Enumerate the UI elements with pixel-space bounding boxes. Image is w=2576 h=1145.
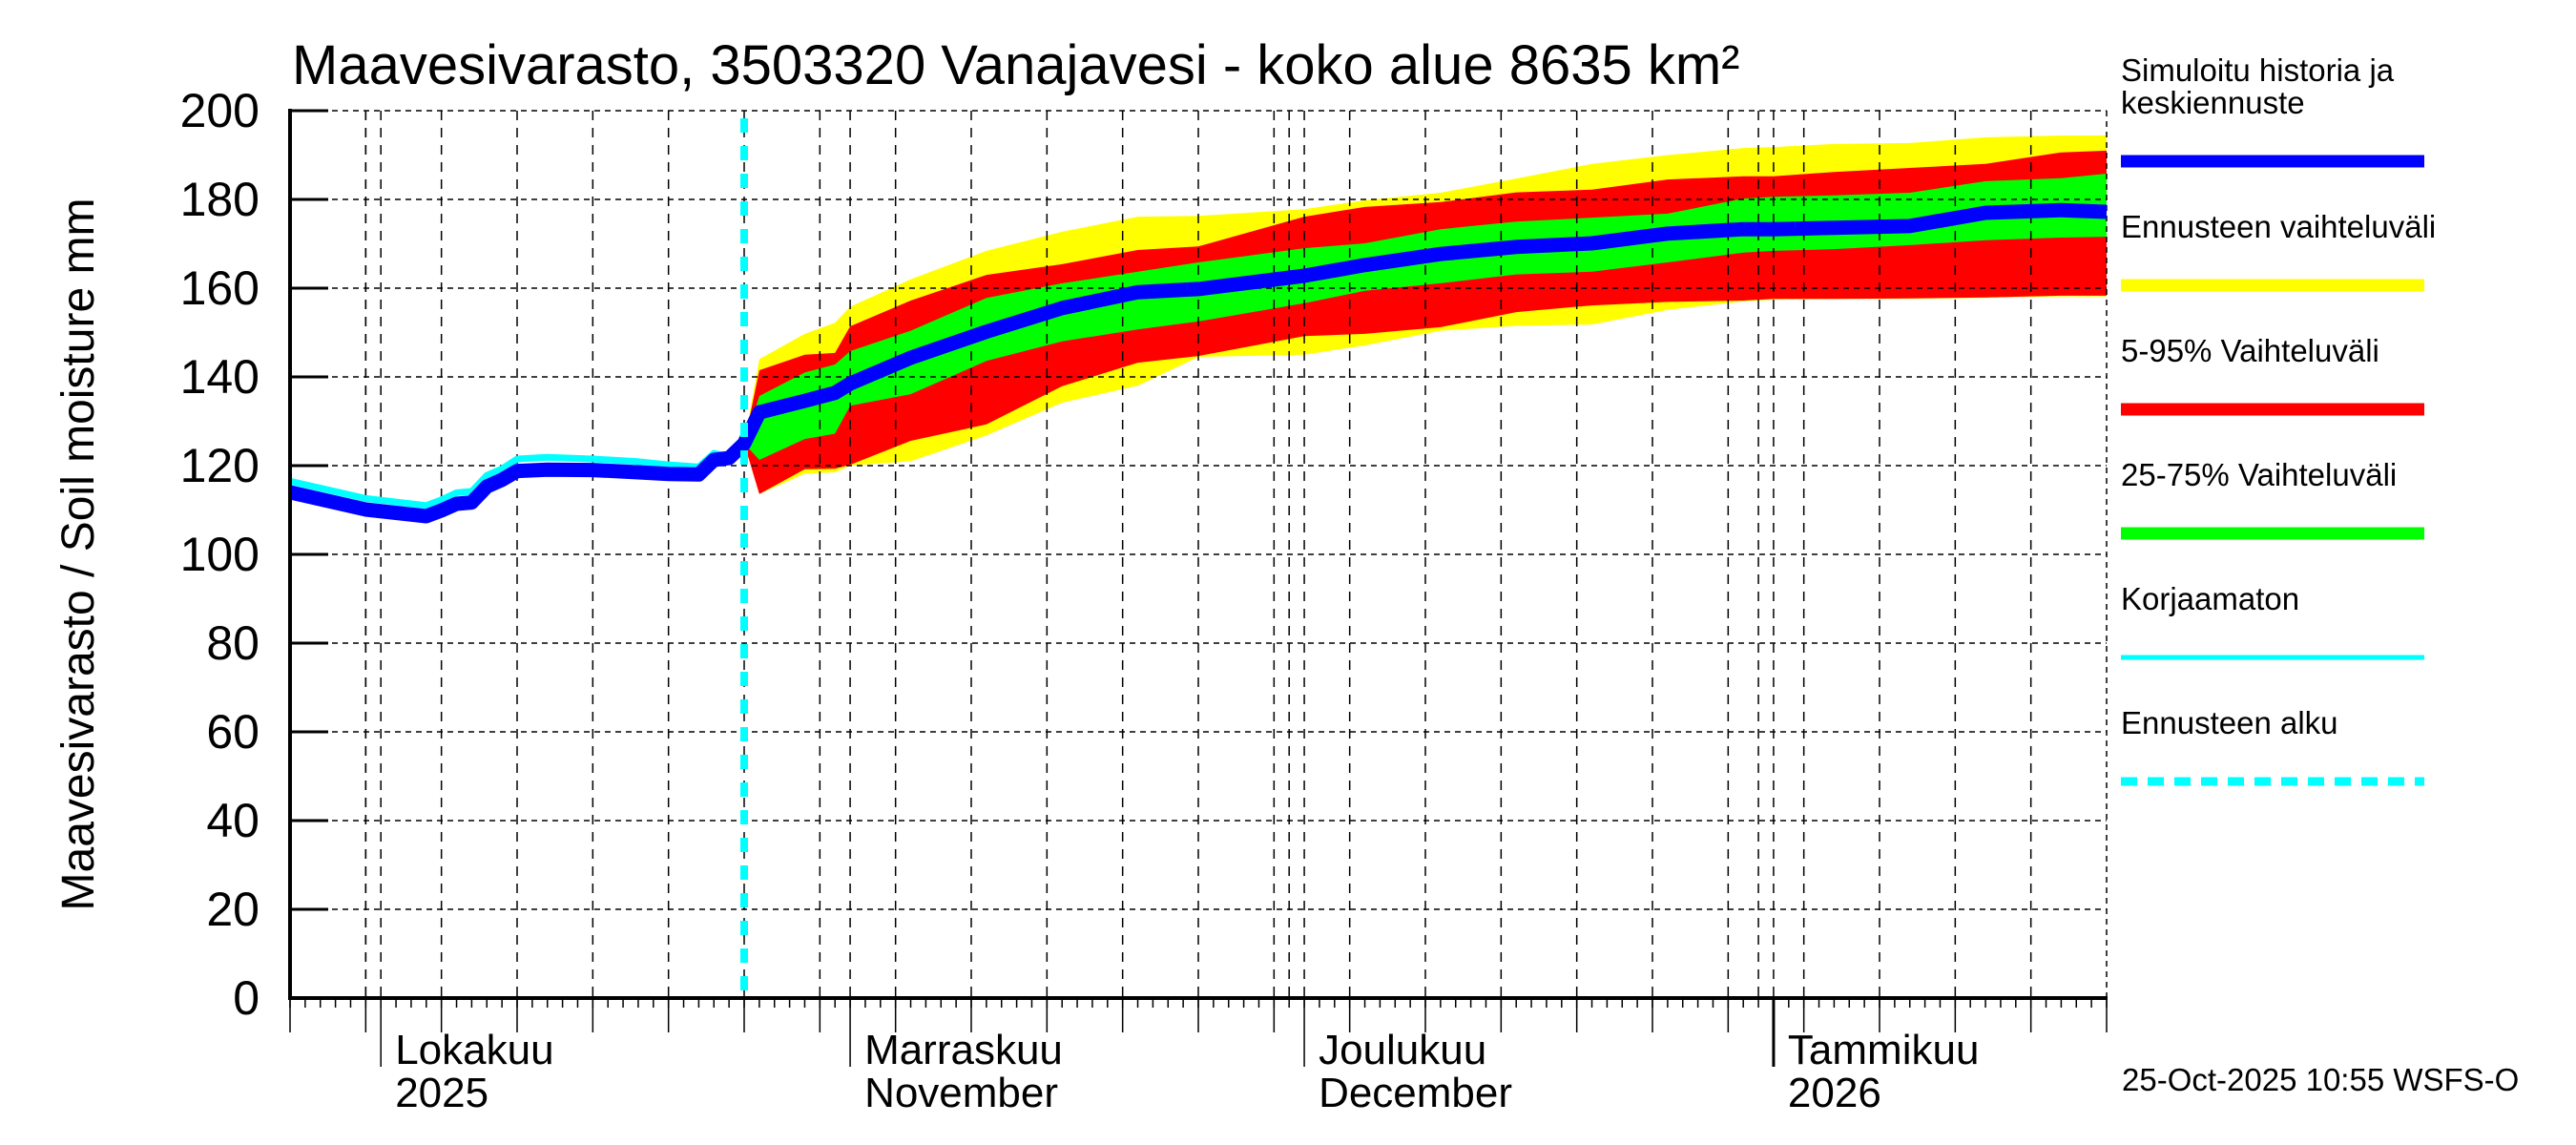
y-tick-label: 140 — [180, 350, 260, 404]
month-label: Tammikuu — [1788, 1027, 1980, 1073]
month-sublabel: November — [864, 1070, 1058, 1116]
legend-item-forecast-start: Ennusteen alku — [2121, 705, 2424, 786]
timestamp: 25-Oct-2025 10:55 WSFS-O — [2122, 1062, 2519, 1097]
y-tick-label: 200 — [180, 84, 260, 137]
month-label: Joulukuu — [1319, 1027, 1486, 1073]
legend-item-range-25-75: 25-75% Vaihteluväli — [2121, 457, 2424, 540]
y-tick-label: 20 — [206, 883, 260, 936]
month-sublabel: 2025 — [395, 1070, 488, 1116]
legend-item-range-5-95: 5-95% Vaihteluväli — [2121, 333, 2424, 416]
y-tick-label: 0 — [233, 971, 260, 1025]
legend-label: Ennusteen vaihteluväli — [2121, 209, 2436, 244]
legend-label: Korjaamaton — [2121, 581, 2299, 616]
month-sublabel: December — [1319, 1070, 1512, 1116]
legend-label: 25-75% Vaihteluväli — [2121, 457, 2397, 492]
legend-label: 5-95% Vaihteluväli — [2121, 333, 2379, 368]
y-tick-label: 40 — [206, 794, 260, 847]
legend-label: keskiennuste — [2121, 85, 2305, 120]
y-tick-label: 120 — [180, 439, 260, 492]
month-sublabel: 2026 — [1788, 1070, 1881, 1116]
legend-item-range-full: Ennusteen vaihteluväli — [2121, 209, 2436, 292]
y-tick-label: 80 — [206, 616, 260, 670]
month-label: Marraskuu — [864, 1027, 1063, 1073]
y-tick-label: 180 — [180, 173, 260, 226]
y-tick-label: 100 — [180, 528, 260, 581]
band-range-25-75 — [744, 174, 2107, 460]
chart-title: Maavesivarasto, 3503320 Vanajavesi - kok… — [292, 34, 1739, 96]
legend-label: Simuloitu historia ja — [2121, 52, 2395, 88]
legend-item-uncorrected: Korjaamaton — [2121, 581, 2424, 660]
y-axis-label: Maavesivarasto / Soil moisture mm — [53, 198, 104, 911]
legend-label: Ennusteen alku — [2121, 705, 2338, 740]
y-tick-label: 160 — [180, 261, 260, 315]
month-label: Lokakuu — [395, 1027, 553, 1073]
history-mean-line — [288, 202, 2108, 524]
y-tick-label: 60 — [206, 705, 260, 759]
